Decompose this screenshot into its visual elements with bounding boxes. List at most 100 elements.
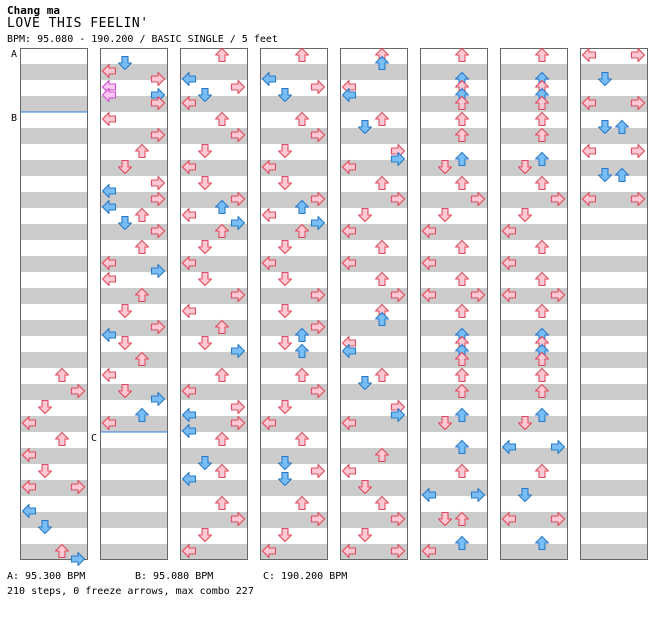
arrow-up-icon: [534, 351, 550, 367]
arrow-up-icon: [534, 239, 550, 255]
beat-stripe: [500, 320, 568, 336]
beat-stripe: [500, 352, 568, 368]
arrow-right-icon: [230, 511, 246, 527]
arrow-up-icon: [454, 351, 470, 367]
beat-stripe: [420, 256, 488, 272]
beat-stripe: [420, 320, 488, 336]
arrow-left-icon: [181, 159, 197, 175]
arrow-up-icon: [534, 535, 550, 551]
bpm-legend-c: C: 190.200 BPM: [263, 571, 348, 582]
arrow-left-icon: [341, 463, 357, 479]
beat-stripe: [100, 160, 168, 176]
arrow-left-icon: [21, 415, 37, 431]
arrow-right-icon: [230, 215, 246, 231]
arrow-left-icon: [101, 87, 117, 103]
arrow-down-icon: [277, 399, 293, 415]
arrow-up-icon: [454, 151, 470, 167]
arrow-down-icon: [117, 159, 133, 175]
beat-stripe: [420, 384, 488, 400]
arrow-right-icon: [70, 551, 86, 567]
beat-stripe: [340, 448, 408, 464]
arrow-right-icon: [310, 463, 326, 479]
song-title: LOVE THIS FEELIN': [7, 16, 149, 31]
arrow-left-icon: [501, 223, 517, 239]
arrow-up-icon: [454, 511, 470, 527]
arrow-up-icon: [374, 311, 390, 327]
beat-stripe: [500, 448, 568, 464]
beat-stripe: [20, 64, 88, 80]
beat-stripe: [340, 256, 408, 272]
arrow-down-icon: [117, 383, 133, 399]
arrow-right-icon: [630, 191, 646, 207]
arrow-up-icon: [534, 367, 550, 383]
beat-stripe: [500, 64, 568, 80]
arrow-down-icon: [277, 335, 293, 351]
arrow-up-icon: [534, 95, 550, 111]
arrow-right-icon: [390, 511, 406, 527]
arrow-down-icon: [197, 239, 213, 255]
arrow-right-icon: [390, 543, 406, 559]
arrow-up-icon: [454, 303, 470, 319]
arrow-left-icon: [101, 63, 117, 79]
beat-stripe: [420, 352, 488, 368]
arrow-right-icon: [150, 95, 166, 111]
arrow-left-icon: [421, 255, 437, 271]
beat-stripe: [340, 352, 408, 368]
beat-stripe: [500, 224, 568, 240]
arrow-down-icon: [277, 271, 293, 287]
beat-stripe: [20, 96, 88, 112]
arrow-right-icon: [310, 215, 326, 231]
beat-stripe: [420, 416, 488, 432]
beat-stripe: [100, 512, 168, 528]
beat-stripe: [180, 384, 248, 400]
arrow-right-icon: [550, 287, 566, 303]
beat-stripe: [100, 480, 168, 496]
arrow-up-icon: [534, 111, 550, 127]
bpm-marker-b: B: [11, 113, 18, 124]
arrow-right-icon: [230, 287, 246, 303]
beat-stripe: [260, 352, 328, 368]
arrow-up-icon: [134, 407, 150, 423]
arrow-up-icon: [374, 239, 390, 255]
beat-stripe: [500, 416, 568, 432]
arrow-up-icon: [534, 47, 550, 63]
beat-stripe: [420, 128, 488, 144]
arrow-down-icon: [117, 303, 133, 319]
arrow-down-icon: [197, 335, 213, 351]
beat-stripe: [180, 224, 248, 240]
arrow-up-icon: [454, 271, 470, 287]
arrow-up-icon: [294, 367, 310, 383]
arrow-left-icon: [261, 255, 277, 271]
arrow-right-icon: [390, 191, 406, 207]
arrow-right-icon: [470, 287, 486, 303]
beat-stripe: [180, 448, 248, 464]
beat-stripe: [180, 320, 248, 336]
beat-stripe: [580, 512, 648, 528]
beat-stripe: [20, 320, 88, 336]
beat-stripe: [340, 480, 408, 496]
beat-stripe: [260, 416, 328, 432]
arrow-up-icon: [534, 463, 550, 479]
arrow-right-icon: [150, 191, 166, 207]
beat-stripe: [420, 64, 488, 80]
beat-stripe: [340, 96, 408, 112]
arrow-up-icon: [294, 343, 310, 359]
bpm-marker-c: C: [91, 433, 98, 444]
arrow-down-icon: [597, 71, 613, 87]
arrow-left-icon: [341, 87, 357, 103]
arrow-right-icon: [230, 127, 246, 143]
arrow-right-icon: [150, 263, 166, 279]
beat-stripe: [180, 64, 248, 80]
arrow-up-icon: [374, 175, 390, 191]
arrow-left-icon: [501, 287, 517, 303]
arrow-down-icon: [357, 119, 373, 135]
beat-stripe: [500, 544, 568, 560]
beat-stripe: [340, 384, 408, 400]
arrow-right-icon: [390, 407, 406, 423]
artist-name: Chang ma: [7, 4, 60, 17]
arrow-up-icon: [294, 199, 310, 215]
arrow-down-icon: [277, 455, 293, 471]
arrow-up-icon: [534, 175, 550, 191]
beat-stripe: [580, 320, 648, 336]
arrow-right-icon: [310, 287, 326, 303]
